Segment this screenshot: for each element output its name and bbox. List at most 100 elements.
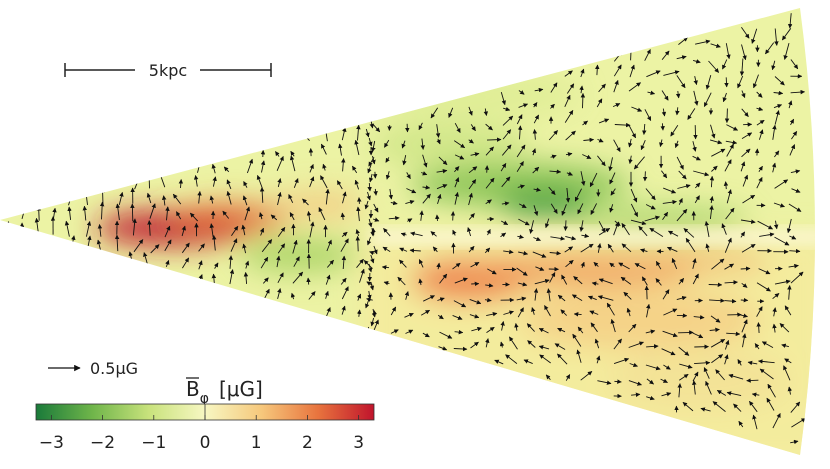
field-vector-arrow: [663, 70, 680, 76]
field-vector-arrow: [572, 333, 582, 347]
field-vector-arrow: [609, 204, 614, 213]
field-vector-arrow: [383, 281, 390, 286]
field-vector-arrow: [290, 292, 296, 300]
field-vector-arrow: [181, 225, 186, 237]
field-vector-arrow: [355, 229, 360, 237]
field-vector-arrow: [500, 91, 506, 106]
field-vector-arrow: [366, 191, 371, 201]
field-vector-arrow: [554, 343, 566, 350]
field-vector-arrow: [675, 91, 681, 99]
field-vector-arrow: [638, 225, 648, 237]
field-vector-arrow: [276, 255, 281, 268]
field-vector-arrow: [262, 277, 269, 284]
field-vector-arrow: [436, 262, 441, 270]
field-vector-arrow: [514, 322, 519, 331]
colorbar-ticks: −3 −2 −1 0 1 2 3: [39, 404, 364, 453]
field-vector-arrow: [468, 192, 473, 206]
field-vector-arrow: [644, 109, 652, 121]
field-vector-arrow: [485, 123, 493, 131]
field-vector-arrow: [485, 338, 490, 348]
field-vector-arrow: [628, 45, 634, 61]
field-vector-arrow: [566, 171, 573, 176]
field-vector-arrow: [517, 282, 528, 287]
field-vector-arrow: [97, 224, 103, 237]
field-vector-arrow: [270, 214, 278, 221]
field-vector-arrow: [437, 314, 444, 320]
field-vector-arrow: [610, 318, 616, 333]
field-vector-arrow: [742, 333, 747, 348]
field-vector-arrow: [724, 108, 730, 124]
field-vector-arrow: [228, 255, 234, 269]
field-vector-arrow: [692, 155, 701, 161]
field-vector-arrow: [630, 203, 639, 218]
field-vector-arrow: [752, 414, 758, 430]
field-vector-arrow: [406, 172, 411, 180]
colorbar-tick-label: −1: [141, 433, 166, 453]
field-vector-arrow: [577, 203, 584, 215]
field-vector-arrow: [502, 115, 514, 126]
field-vector-arrow: [211, 235, 217, 251]
field-vector-arrow: [363, 260, 373, 270]
field-vector-arrow: [356, 124, 361, 141]
field-vector-arrow: [212, 176, 217, 187]
field-vector-arrow: [580, 261, 585, 268]
field-vector-arrow: [211, 163, 216, 174]
field-vector-arrow: [209, 223, 215, 237]
field-vector-arrow: [400, 232, 407, 237]
field-vector-arrow: [309, 163, 314, 173]
field-vector-arrow: [742, 194, 756, 204]
field-vector-arrow: [373, 203, 379, 213]
field-vector-arrow: [517, 125, 523, 140]
field-vector-arrow: [293, 178, 299, 188]
field-vector-arrow: [516, 144, 526, 158]
field-vector-arrow: [164, 239, 172, 252]
field-vector-arrow: [352, 165, 358, 174]
field-vector-arrow: [561, 274, 568, 285]
field-vector-arrow: [230, 238, 238, 252]
field-vector-arrow: [401, 140, 406, 149]
field-vector-arrow: [758, 359, 775, 364]
field-vector-arrow: [756, 106, 764, 112]
field-vector-arrow: [676, 75, 686, 89]
field-vector-arrow: [740, 313, 748, 318]
field-vector-arrow: [341, 127, 347, 141]
field-vector-arrow: [468, 138, 474, 144]
field-vector-arrow: [791, 131, 798, 140]
field-vector-arrow: [371, 140, 376, 153]
field-vector-arrow: [306, 210, 312, 222]
field-vector-arrow: [320, 175, 328, 189]
field-vector-arrow: [275, 151, 280, 157]
field-vector-arrow: [703, 367, 710, 379]
field-vector-arrow: [422, 154, 428, 168]
field-vector-arrow: [484, 165, 490, 173]
field-vector-arrow: [773, 220, 779, 230]
field-vector-arrow: [390, 306, 397, 316]
field-vector-arrow: [384, 139, 390, 148]
field-vector-arrow: [661, 50, 670, 60]
field-vector-arrow: [371, 155, 376, 165]
field-vector-arrow: [722, 92, 727, 103]
field-vector-arrow: [630, 188, 638, 203]
field-vector-arrow: [325, 188, 330, 205]
field-vector-arrow: [359, 268, 365, 283]
field-vector-arrow: [693, 170, 710, 177]
field-vector-arrow: [243, 271, 249, 284]
field-vector-arrow: [747, 360, 758, 366]
field-vector-arrow: [709, 205, 714, 220]
field-vector-arrow: [693, 76, 698, 86]
field-vector-arrow: [118, 191, 124, 206]
field-vector-arrow: [484, 297, 492, 303]
colorbar-tick-label: −3: [39, 433, 64, 453]
field-vector-arrow: [146, 170, 152, 189]
field-vector-arrow: [661, 170, 668, 179]
field-vector-arrow: [523, 359, 533, 365]
field-vector-arrow: [723, 181, 729, 190]
field-vector-arrow: [692, 258, 697, 269]
field-vector-arrow: [724, 339, 730, 350]
field-vector-arrow: [533, 187, 541, 192]
field-vector-arrow: [774, 150, 780, 158]
field-vector-arrow: [399, 259, 407, 268]
field-vector-arrow: [789, 118, 795, 126]
field-vector-arrow: [383, 228, 391, 237]
field-vector-arrow: [564, 70, 573, 77]
